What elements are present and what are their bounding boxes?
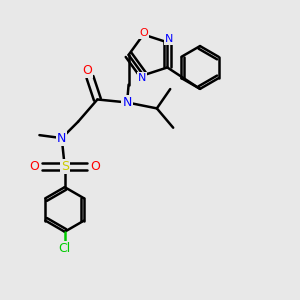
Text: N: N <box>138 73 146 83</box>
Text: O: O <box>29 160 39 173</box>
Text: O: O <box>82 64 92 77</box>
Text: S: S <box>61 160 69 173</box>
Text: N: N <box>165 34 173 44</box>
Text: O: O <box>90 160 100 173</box>
Text: N: N <box>57 132 66 145</box>
Text: O: O <box>139 28 148 38</box>
Text: N: N <box>122 96 132 109</box>
Text: Cl: Cl <box>58 242 71 255</box>
